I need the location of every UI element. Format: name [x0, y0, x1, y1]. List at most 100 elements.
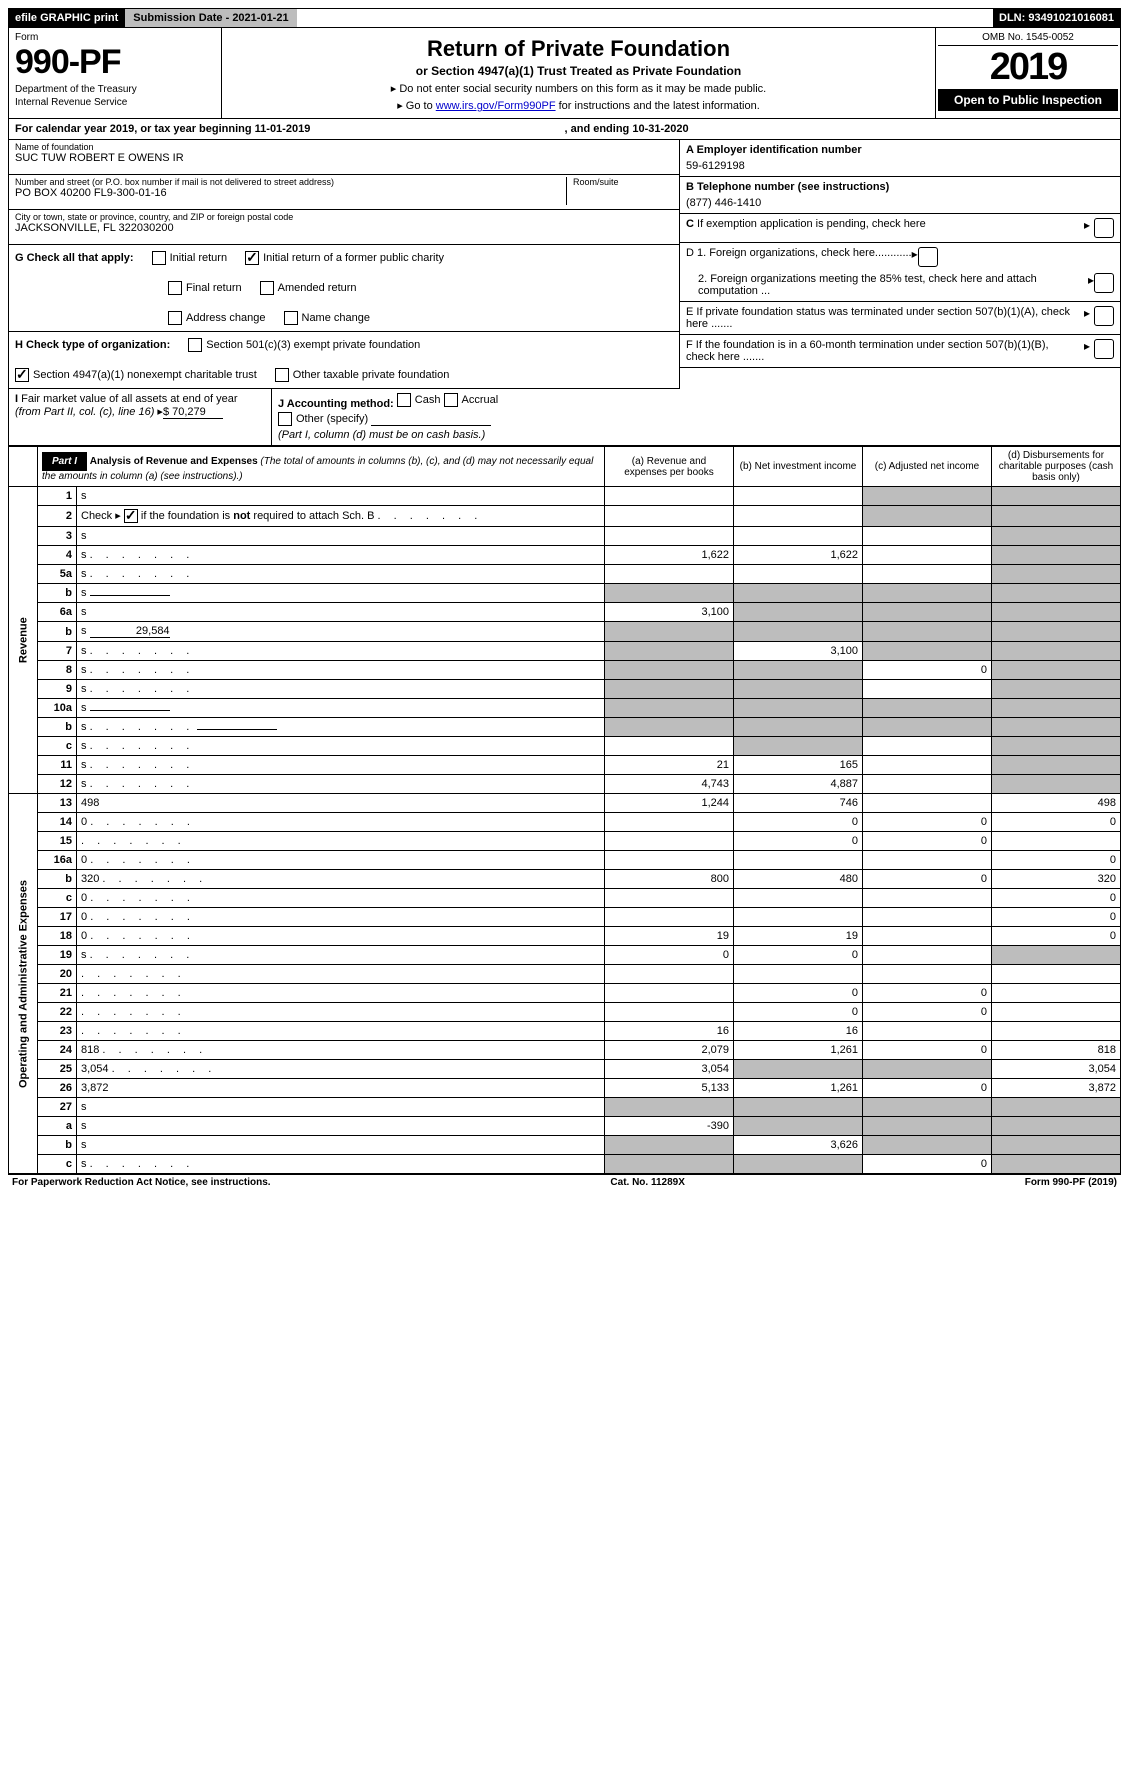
d2-label: 2. Foreign organizations meeting the 85%…: [686, 273, 1088, 297]
line-description: s . . . . . . .: [77, 661, 605, 680]
cell-shaded: [605, 718, 734, 737]
cell-value: [992, 1022, 1121, 1041]
cell-value: [863, 946, 992, 965]
checkbox-name-change[interactable]: [284, 311, 298, 325]
line-number: 11: [38, 756, 77, 775]
cell-shaded: [734, 1060, 863, 1079]
line-number: 17: [38, 908, 77, 927]
addr-label: Number and street (or P.O. box number if…: [15, 177, 566, 187]
cell-shaded: [734, 737, 863, 756]
cell-shaded: [734, 603, 863, 622]
cell-value: 19: [605, 927, 734, 946]
checkbox-cash[interactable]: [397, 393, 411, 407]
cell-shaded: [992, 946, 1121, 965]
cell-shaded: [863, 622, 992, 642]
irs-link[interactable]: www.irs.gov/Form990PF: [436, 100, 556, 112]
cell-value: 0: [992, 889, 1121, 908]
dln-label: DLN: 93491021016081: [993, 9, 1120, 27]
cell-value: [992, 984, 1121, 1003]
room-label: Room/suite: [573, 177, 673, 187]
g-label: G Check all that apply:: [15, 252, 134, 264]
line-description: s: [77, 699, 605, 718]
note-ssn: ▸ Do not enter social security numbers o…: [228, 82, 929, 95]
line-number: b: [38, 622, 77, 642]
line-description: 3,872: [77, 1079, 605, 1098]
line-number: 5a: [38, 565, 77, 584]
cell-value: [605, 889, 734, 908]
cell-value: 4,887: [734, 775, 863, 794]
checkbox-amended[interactable]: [260, 281, 274, 295]
cell-shaded: [992, 565, 1121, 584]
col-a-header: (a) Revenue and expenses per books: [605, 447, 734, 487]
cell-value: [992, 832, 1121, 851]
cell-shaded: [605, 584, 734, 603]
cell-value: [863, 775, 992, 794]
line-description: . . . . . . .: [77, 1022, 605, 1041]
name-label: Name of foundation: [15, 142, 673, 152]
checkbox-f[interactable]: [1094, 339, 1114, 359]
line-number: 13: [38, 794, 77, 813]
cell-value: [734, 965, 863, 984]
checkbox-other-method[interactable]: [278, 412, 292, 426]
checkbox-501c3[interactable]: [188, 338, 202, 352]
line-description: s . . . . . . .: [77, 642, 605, 661]
cell-shaded: [605, 661, 734, 680]
cell-value: 1,622: [605, 546, 734, 565]
cell-value: [992, 1003, 1121, 1022]
cell-value: [734, 527, 863, 546]
checkbox-initial[interactable]: [152, 251, 166, 265]
checkbox-d1[interactable]: [918, 247, 938, 267]
cell-shaded: [863, 699, 992, 718]
cell-shaded: [863, 718, 992, 737]
form-header: Form 990-PF Department of the Treasury I…: [8, 28, 1121, 119]
cell-value: [863, 965, 992, 984]
line-description: s 29,584: [77, 622, 605, 642]
cell-value: 19: [734, 927, 863, 946]
checkbox-initial-former[interactable]: [245, 251, 259, 265]
checkbox-other-taxable[interactable]: [275, 368, 289, 382]
section-label: Revenue: [9, 487, 38, 794]
calendar-year-row: For calendar year 2019, or tax year begi…: [8, 119, 1121, 140]
j-note: (Part I, column (d) must be on cash basi…: [278, 429, 1114, 441]
cell-shaded: [605, 1155, 734, 1174]
line-number: 14: [38, 813, 77, 832]
cell-value: 2,079: [605, 1041, 734, 1060]
cell-value: 16: [605, 1022, 734, 1041]
cell-value: [863, 927, 992, 946]
cell-shaded: [992, 1117, 1121, 1136]
cell-shaded: [734, 584, 863, 603]
cell-shaded: [734, 680, 863, 699]
cell-shaded: [863, 584, 992, 603]
cell-value: 3,626: [734, 1136, 863, 1155]
i-label: I Fair market value of all assets at end…: [15, 393, 265, 419]
checkbox-c[interactable]: [1094, 218, 1114, 238]
cell-value: 3,872: [992, 1079, 1121, 1098]
cell-shaded: [992, 506, 1121, 527]
checkbox-e[interactable]: [1094, 306, 1114, 326]
cell-shaded: [992, 718, 1121, 737]
dept-treasury: Department of the Treasury: [15, 84, 215, 95]
line-description: Check ▸ if the foundation is not require…: [77, 506, 605, 527]
checkbox-accrual[interactable]: [444, 393, 458, 407]
phone-value: (877) 446-1410: [686, 197, 761, 209]
checkbox-address-change[interactable]: [168, 311, 182, 325]
cell-value: 3,100: [605, 603, 734, 622]
col-b-header: (b) Net investment income: [734, 447, 863, 487]
checkbox-4947a1[interactable]: [15, 368, 29, 382]
line-description: s: [77, 584, 605, 603]
cell-value: [863, 794, 992, 813]
cell-value: 0: [863, 870, 992, 889]
top-bar: efile GRAPHIC print Submission Date - 20…: [8, 8, 1121, 28]
cell-shaded: [863, 487, 992, 506]
col-c-header: (c) Adjusted net income: [863, 447, 992, 487]
cell-shaded: [992, 756, 1121, 775]
checkbox-d2[interactable]: [1094, 273, 1114, 293]
form-title: Return of Private Foundation: [228, 36, 929, 62]
cell-value: 5,133: [605, 1079, 734, 1098]
cell-shaded: [605, 642, 734, 661]
line-description: s: [77, 527, 605, 546]
line-number: b: [38, 718, 77, 737]
cell-shaded: [605, 699, 734, 718]
checkbox-final[interactable]: [168, 281, 182, 295]
cell-shaded: [992, 546, 1121, 565]
